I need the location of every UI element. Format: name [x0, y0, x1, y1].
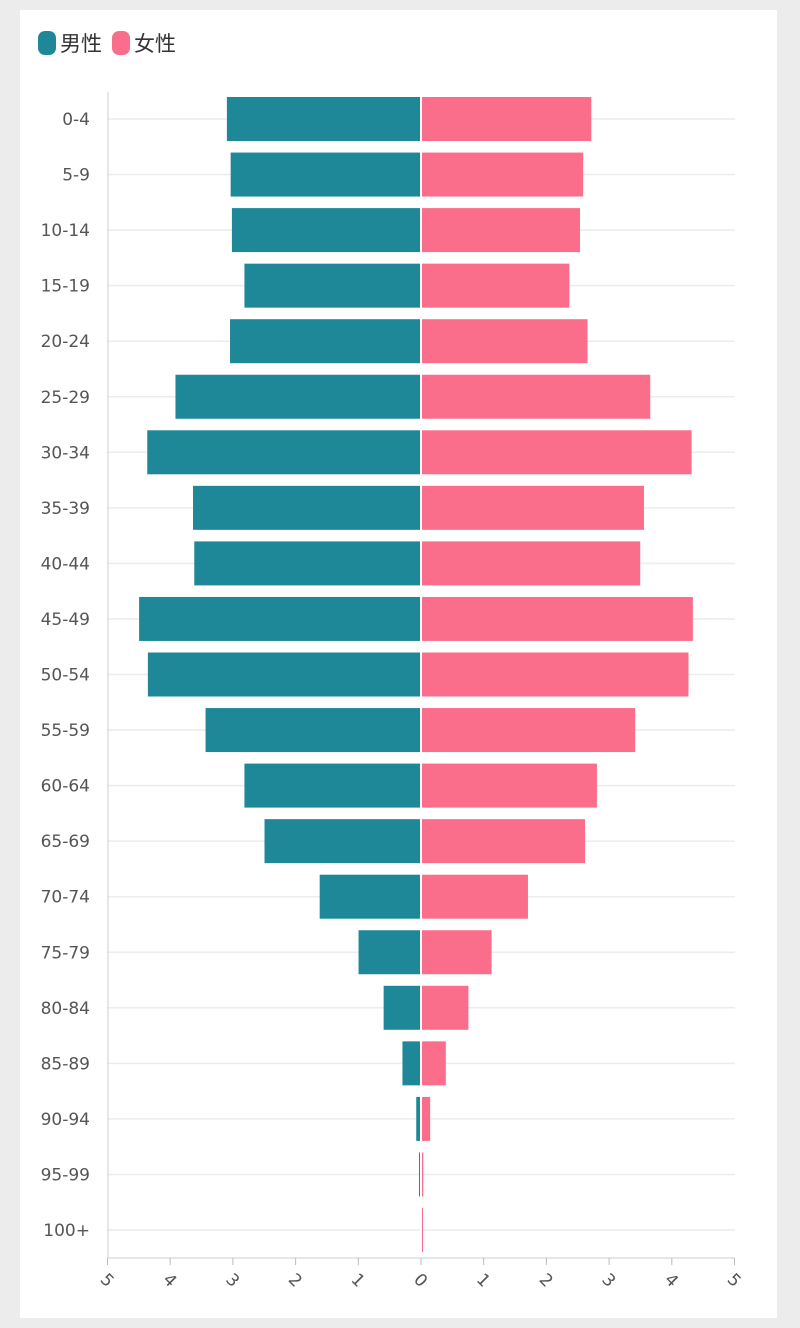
bar-female-40-44 [422, 541, 641, 586]
legend-swatch-female [112, 31, 130, 55]
y-tick-label: 20-24 [41, 332, 90, 352]
y-tick-label: 55-59 [41, 721, 90, 741]
bar-female-85-89 [422, 1041, 446, 1086]
bar-female-10-14 [422, 208, 581, 253]
x-tick-label: 5 [96, 1270, 118, 1292]
bar-male-60-64 [244, 763, 420, 808]
bar-male-50-54 [147, 652, 420, 697]
bar-female-70-74 [422, 874, 528, 919]
bar-male-85-89 [402, 1041, 420, 1086]
bar-female-5-9 [422, 152, 584, 197]
bar-male-65-69 [264, 819, 420, 864]
bar-male-90-94 [416, 1096, 420, 1141]
y-tick-label: 30-34 [41, 443, 90, 463]
bar-female-55-59 [422, 708, 636, 753]
y-tick-label: 45-49 [41, 610, 90, 630]
legend-item-female[interactable]: 女性 [112, 28, 176, 58]
bar-female-0-4 [422, 97, 592, 141]
bar-male-10-14 [231, 208, 420, 253]
y-tick-label: 5-9 [62, 166, 90, 186]
bar-male-5-9 [230, 152, 420, 197]
x-tick-label: 1 [472, 1270, 494, 1292]
x-tick-label: 2 [284, 1270, 306, 1292]
bar-male-25-29 [175, 374, 420, 419]
bar-male-35-39 [193, 485, 420, 530]
y-tick-label: 60-64 [41, 777, 90, 797]
y-tick-label: 35-39 [41, 499, 90, 519]
bar-female-20-24 [422, 319, 588, 364]
y-tick-label: 50-54 [41, 666, 90, 686]
x-tick-label: 4 [660, 1270, 682, 1292]
y-tick-label: 100+ [43, 1221, 90, 1241]
bar-female-30-34 [422, 430, 692, 475]
y-tick-label: 95-99 [41, 1165, 90, 1185]
x-tick-label: 0 [409, 1270, 431, 1292]
y-tick-label: 75-79 [41, 943, 90, 963]
bar-female-80-84 [422, 985, 469, 1030]
y-tick-label: 15-19 [41, 277, 90, 297]
legend-item-male[interactable]: 男性 [38, 28, 102, 58]
y-tick-label: 25-29 [41, 388, 90, 408]
legend: 男性 女性 [38, 28, 176, 58]
bar-male-75-79 [358, 930, 420, 975]
legend-label-male: 男性 [60, 32, 102, 56]
bar-female-75-79 [422, 930, 492, 975]
bar-female-90-94 [422, 1096, 431, 1141]
x-tick-label: 5 [723, 1270, 745, 1292]
bar-male-0-4 [226, 97, 420, 141]
bar-male-20-24 [230, 319, 420, 364]
bar-female-35-39 [422, 485, 644, 530]
x-tick-label: 3 [597, 1270, 619, 1292]
bar-female-65-69 [422, 819, 586, 864]
bar-male-55-59 [205, 708, 420, 753]
x-tick-label: 4 [159, 1270, 181, 1292]
y-tick-label: 70-74 [41, 888, 90, 908]
bar-female-45-49 [422, 596, 693, 641]
x-tick-label: 1 [347, 1270, 369, 1292]
bar-female-60-64 [422, 763, 597, 808]
bar-female-95-99 [422, 1152, 424, 1197]
y-tick-label: 90-94 [41, 1110, 90, 1130]
bar-male-15-19 [244, 263, 420, 308]
bar-female-50-54 [422, 652, 689, 697]
y-tick-label: 0-4 [62, 110, 90, 130]
bar-male-70-74 [319, 874, 420, 919]
bar-male-30-34 [147, 430, 420, 475]
y-tick-label: 65-69 [41, 832, 90, 852]
bar-male-80-84 [383, 985, 420, 1030]
y-tick-label: 10-14 [41, 221, 90, 241]
x-tick-label: 3 [221, 1270, 243, 1292]
bar-female-15-19 [422, 263, 570, 308]
bar-male-95-99 [419, 1152, 420, 1197]
bar-female-100+ [422, 1208, 423, 1252]
y-tick-label: 80-84 [41, 999, 90, 1019]
bar-male-40-44 [194, 541, 420, 586]
y-tick-label: 40-44 [41, 554, 90, 574]
y-tick-label: 85-89 [41, 1054, 90, 1074]
bar-female-25-29 [422, 374, 651, 419]
legend-label-female: 女性 [134, 32, 176, 56]
x-tick-label: 2 [535, 1270, 557, 1292]
bar-male-45-49 [139, 596, 420, 641]
legend-swatch-male [38, 31, 56, 55]
